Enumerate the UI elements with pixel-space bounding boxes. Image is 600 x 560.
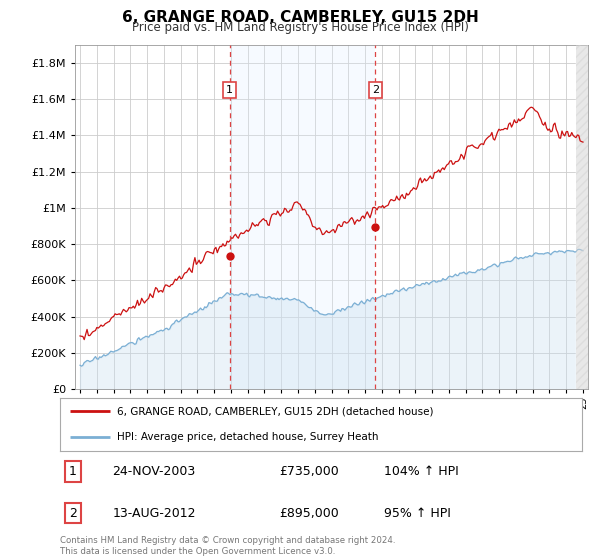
Text: 24-NOV-2003: 24-NOV-2003 [112,465,196,478]
Text: Contains HM Land Registry data © Crown copyright and database right 2024.
This d: Contains HM Land Registry data © Crown c… [60,536,395,556]
Bar [576,45,595,389]
Bar [230,45,376,389]
Text: 1: 1 [226,85,233,95]
Text: 13-AUG-2012: 13-AUG-2012 [112,507,196,520]
Text: 6, GRANGE ROAD, CAMBERLEY, GU15 2DH (detached house): 6, GRANGE ROAD, CAMBERLEY, GU15 2DH (det… [118,407,434,417]
Text: 2: 2 [372,85,379,95]
Text: 95% ↑ HPI: 95% ↑ HPI [383,507,451,520]
Text: HPI: Average price, detached house, Surrey Heath: HPI: Average price, detached house, Surr… [118,432,379,442]
Text: £895,000: £895,000 [279,507,339,520]
Text: Price paid vs. HM Land Registry's House Price Index (HPI): Price paid vs. HM Land Registry's House … [131,21,469,34]
Text: 6, GRANGE ROAD, CAMBERLEY, GU15 2DH: 6, GRANGE ROAD, CAMBERLEY, GU15 2DH [122,10,478,25]
Bar [576,45,595,389]
Text: £735,000: £735,000 [279,465,339,478]
Text: 104% ↑ HPI: 104% ↑ HPI [383,465,458,478]
Text: 1: 1 [69,465,77,478]
Text: 2: 2 [69,507,77,520]
